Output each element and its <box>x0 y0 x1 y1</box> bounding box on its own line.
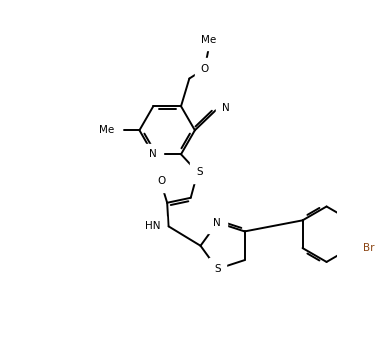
Text: HN: HN <box>146 221 161 231</box>
Text: S: S <box>196 167 202 177</box>
Text: Br: Br <box>363 243 374 253</box>
Text: S: S <box>214 264 220 274</box>
Text: O: O <box>201 64 209 74</box>
Text: N: N <box>149 149 157 159</box>
Text: N: N <box>213 218 221 228</box>
Text: N: N <box>222 103 230 113</box>
Text: Me: Me <box>99 125 114 135</box>
Text: O: O <box>157 176 165 186</box>
Text: Me: Me <box>201 35 216 45</box>
